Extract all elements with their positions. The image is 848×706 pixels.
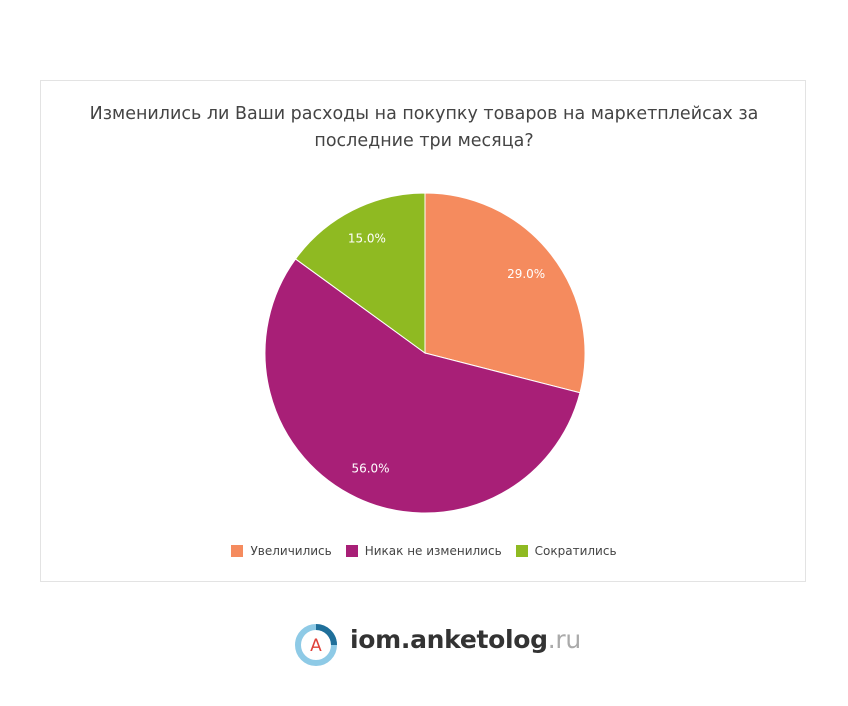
- pie-slice: [264, 258, 581, 514]
- legend-swatch: [345, 545, 358, 557]
- data-label: 15.0%: [348, 231, 386, 245]
- legend-label: Сократились: [534, 544, 617, 558]
- logo-inner: [303, 632, 329, 658]
- legend-item: Сократились: [515, 544, 617, 558]
- brand: iom.anketolog.ru: [350, 625, 581, 654]
- brand-name: iom.anketolog: [350, 625, 548, 654]
- legend-item: Увеличились: [231, 544, 332, 558]
- chart-title: Изменились ли Ваши расходы на покупку то…: [89, 104, 759, 151]
- pie-slice: [424, 192, 586, 394]
- data-label: 56.0%: [351, 461, 389, 475]
- pie-slice: [294, 192, 426, 354]
- footer-logo: А iom.anketolog.ru: [290, 620, 590, 670]
- legend-label: Увеличились: [250, 544, 332, 558]
- chart-card: Изменились ли Ваши расходы на покупку то…: [40, 80, 806, 582]
- legend: Увеличились Никак не изменились Сократилис…: [41, 544, 807, 558]
- legend-label: Никак не изменились: [364, 544, 502, 558]
- brand-tld: .ru: [547, 625, 581, 654]
- legend-swatch: [231, 545, 244, 557]
- logo-arc: [315, 624, 337, 646]
- data-label: 29.0%: [507, 267, 545, 281]
- pie-chart: 29.0% 56.0% 15.0%: [264, 192, 586, 514]
- legend-item: Никак не изменились: [345, 544, 502, 558]
- logo-letter: А: [310, 636, 322, 656]
- legend-swatch: [515, 545, 528, 557]
- logo-icon: А: [295, 624, 337, 666]
